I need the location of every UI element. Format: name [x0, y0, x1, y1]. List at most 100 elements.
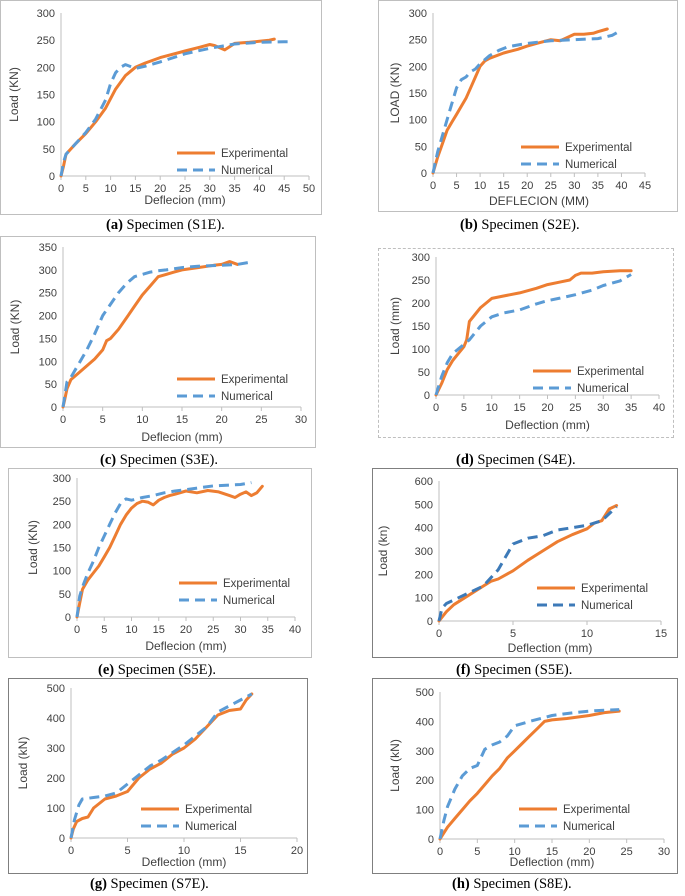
experimental-series-line — [75, 484, 264, 619]
y-tick-label: 300 — [415, 546, 433, 558]
x-tick-label: 35 — [262, 624, 274, 636]
legend-label: Numerical — [223, 595, 275, 607]
x-tick-label: 15 — [546, 846, 558, 858]
numerical-series-line — [59, 40, 290, 177]
x-tick-label: 0 — [433, 402, 439, 414]
x-tick-label: 15 — [498, 180, 510, 192]
legend-label: Numerical — [581, 600, 633, 612]
x-tick-label: 35 — [592, 180, 604, 192]
x-tick-label: 30 — [295, 414, 307, 426]
y-tick-label: 50 — [418, 367, 430, 379]
x-tick-label: 5 — [100, 414, 106, 426]
legend-label: Experimental — [185, 804, 252, 816]
numerical-series-line — [75, 481, 252, 618]
x-tick-label: 50 — [303, 183, 315, 195]
x-tick-label: 5 — [101, 624, 107, 636]
y-tick-label: 200 — [416, 775, 434, 787]
chart-caption: (d) Specimen (S4E). — [456, 452, 576, 468]
legend-label: Numerical — [577, 383, 629, 395]
x-tick-label: 5 — [124, 845, 130, 857]
y-tick-label: 100 — [409, 115, 427, 127]
x-axis-title: DEFLECION (MM) — [489, 194, 589, 208]
y-axis-title: Load (kN) — [16, 737, 30, 790]
x-tick-label: 30 — [204, 183, 216, 195]
y-tick-label: 0 — [65, 612, 71, 624]
x-tick-label: 15 — [514, 402, 526, 414]
chart-svg: 0 100 200 300 400 500 0 5 10 15 20 25 30 Deflection (… — [388, 687, 670, 869]
x-tick-label: 20 — [521, 180, 533, 192]
x-tick-label: 0 — [437, 846, 443, 858]
y-tick-label: 400 — [416, 716, 434, 728]
x-tick-label: 10 — [125, 624, 137, 636]
y-tick-label: 300 — [409, 8, 427, 20]
experimental-series-line — [61, 260, 239, 409]
x-tick-label: 10 — [136, 414, 148, 426]
y-tick-label: 300 — [39, 265, 57, 277]
legend-label: Experimental — [581, 583, 648, 595]
chart-caption: (b) Specimen (S2E). — [460, 217, 580, 233]
x-tick-label: 45 — [278, 183, 290, 195]
chart-caption: (f) Specimen (S5E). — [456, 662, 573, 678]
x-tick-label: 20 — [154, 183, 166, 195]
x-tick-label: 25 — [545, 180, 557, 192]
y-tick-label: 500 — [415, 499, 433, 511]
numerical-series-line — [69, 692, 253, 839]
chart-svg: 0 100 200 300 400 500 600 0 5 10 15 Deflection (mm)… — [376, 476, 667, 655]
y-tick-label: 400 — [47, 713, 65, 725]
y-tick-label: 100 — [47, 803, 65, 815]
chart-frame: 0 50 100 150 200 250 300 0 5 10 15 20 25 30 35 40 Deflec… — [378, 248, 674, 438]
legend-label: Experimental — [221, 148, 288, 160]
y-axis-title: Load (kn) — [376, 526, 390, 577]
y-tick-label: 150 — [53, 543, 71, 555]
y-axis-title: Load (kN) — [388, 739, 402, 792]
y-tick-label: 200 — [409, 61, 427, 73]
x-axis-title: Deflection (mm) — [142, 855, 227, 869]
numerical-series-line — [438, 708, 620, 840]
y-tick-label: 0 — [49, 171, 55, 183]
legend-label: Experimental — [563, 804, 630, 816]
experimental-series-line — [431, 27, 609, 175]
legend-label: Numerical — [185, 821, 237, 833]
x-axis-title: Deflecion (mm) — [144, 193, 225, 207]
numerical-series-line — [431, 28, 623, 174]
x-tick-label: 40 — [289, 624, 301, 636]
x-tick-label: 15 — [153, 624, 165, 636]
x-axis-title: Deflection (mm) — [510, 855, 595, 869]
x-tick-label: 25 — [255, 414, 267, 426]
x-tick-label: 0 — [430, 180, 436, 192]
y-tick-label: 50 — [45, 379, 57, 391]
y-tick-label: 100 — [415, 593, 433, 605]
y-tick-label: 250 — [37, 35, 55, 47]
legend-label: Numerical — [221, 391, 273, 403]
x-tick-label: 20 — [216, 414, 228, 426]
x-axis-title: Deflecion (mm) — [141, 430, 222, 444]
chart-caption: (g) Specimen (S7E). — [90, 876, 209, 892]
x-tick-label: 40 — [615, 180, 627, 192]
chart-svg: 0 100 200 300 400 500 0 5 10 15 20 Deflection (mm) L… — [16, 683, 303, 869]
y-tick-label: 50 — [59, 589, 71, 601]
y-tick-label: 50 — [415, 141, 427, 153]
x-tick-label: 30 — [234, 624, 246, 636]
legend-label: Numerical — [565, 159, 617, 171]
y-tick-label: 200 — [37, 62, 55, 74]
y-tick-label: 150 — [412, 321, 430, 333]
chart-svg: 0 50 100 150 200 250 300 0 5 10 15 20 25 30 35 40 Deflec… — [388, 252, 665, 432]
y-tick-label: 250 — [53, 496, 71, 508]
chart-svg: 0 50 100 150 200 250 300 0 5 10 15 20 25 30 35 40 45 DEFL… — [388, 8, 651, 208]
x-tick-label: 0 — [436, 628, 442, 640]
x-tick-label: 15 — [176, 414, 188, 426]
x-tick-label: 15 — [655, 628, 667, 640]
x-axis-title: Deflecion (mm) — [145, 639, 226, 653]
y-tick-label: 0 — [421, 168, 427, 180]
legend-label: Experimental — [221, 374, 288, 386]
x-tick-label: 10 — [509, 846, 521, 858]
chart-frame: 0 50 100 150 200 250 300 0 5 10 15 20 25 30 35 40 45 50 De… — [0, 0, 322, 215]
y-tick-label: 200 — [53, 519, 71, 531]
chart-frame: 0 100 200 300 400 500 0 5 10 15 20 Deflection (mm) L… — [8, 678, 308, 874]
y-tick-label: 200 — [412, 298, 430, 310]
y-tick-label: 100 — [412, 344, 430, 356]
y-tick-label: 100 — [53, 566, 71, 578]
numerical-series-line — [61, 260, 254, 408]
x-tick-label: 30 — [597, 402, 609, 414]
chart-svg: 0 50 100 150 200 250 300 0 5 10 15 20 25 30 35 40 45 50 De… — [7, 8, 315, 207]
